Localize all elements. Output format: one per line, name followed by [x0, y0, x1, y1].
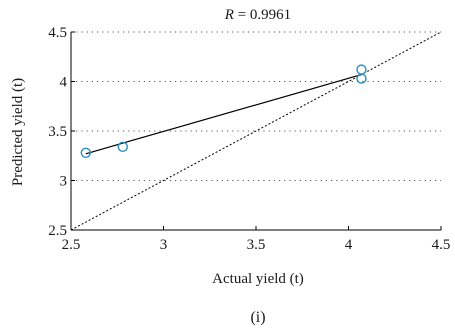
title-r: R	[224, 7, 234, 23]
chart-title: R = 0.9961	[224, 7, 291, 23]
data-point-1	[117, 141, 129, 153]
y-tick-label-4: 4.5	[48, 25, 67, 41]
x-tick-label-3: 4	[345, 237, 353, 253]
y-tick-label-2: 3.5	[48, 124, 67, 140]
tick-labels: 2.5 3 3.5 4 4.5 2.5 3 3.5 4 4.5	[48, 25, 450, 253]
x-tick-label-1: 3	[160, 237, 168, 253]
x-axis-label: Actual yield (t)	[212, 271, 304, 287]
grid-lines	[71, 31, 441, 181]
y-tick-label-0: 2.5	[48, 223, 67, 239]
title-value: = 0.9961	[234, 7, 291, 23]
data-point-2	[356, 64, 367, 75]
fit-line	[85, 73, 362, 155]
data-point-0	[80, 147, 92, 158]
y-tick-label-1: 3	[60, 174, 68, 190]
panel-label: (i)	[250, 309, 265, 326]
data-points	[80, 64, 367, 158]
reference-line-group	[70, 31, 442, 231]
reference-line	[70, 31, 442, 231]
x-tick-label-4: 4.5	[432, 237, 451, 253]
fit-line-group	[85, 73, 362, 155]
axes	[70, 31, 442, 231]
data-point-3	[356, 73, 367, 84]
y-tick-label-3: 4	[60, 75, 68, 91]
x-tick-label-0: 2.5	[62, 237, 81, 253]
y-axis-label: Predicted yield (t)	[10, 78, 26, 186]
x-tick-label-2: 3.5	[247, 237, 266, 253]
